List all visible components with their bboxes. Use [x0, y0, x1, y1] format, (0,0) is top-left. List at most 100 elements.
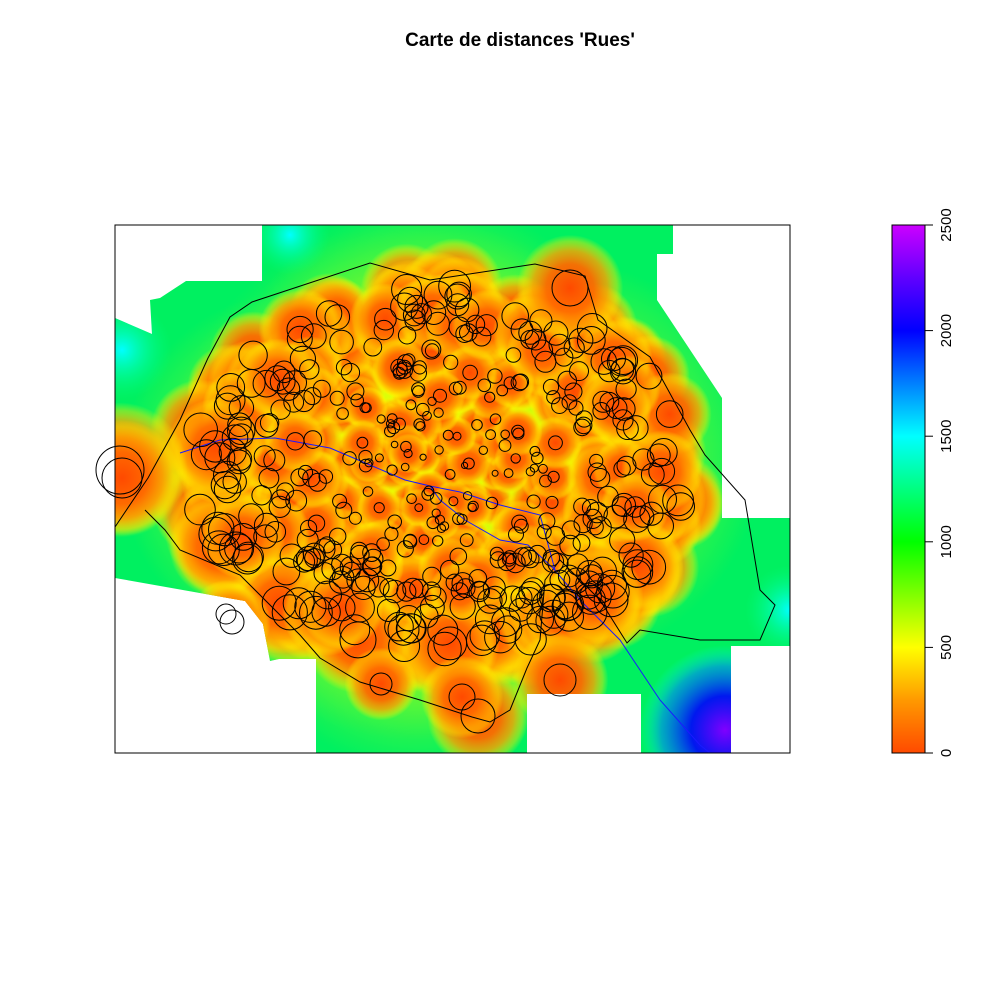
street-point-marker — [640, 462, 665, 487]
street-point-marker — [572, 534, 591, 552]
street-point-marker — [335, 359, 353, 376]
street-point-marker — [498, 439, 512, 452]
street-point-marker — [264, 521, 287, 543]
street-point-marker — [557, 370, 578, 391]
street-point-marker — [418, 534, 430, 546]
street-point-marker — [101, 457, 143, 499]
street-point-marker — [421, 487, 435, 501]
street-point-marker — [374, 307, 397, 331]
heat-far-zone — [745, 565, 790, 655]
street-point-marker — [339, 556, 362, 579]
street-point-marker — [445, 573, 464, 592]
heat-spot — [420, 655, 504, 739]
street-point-marker — [294, 590, 327, 623]
street-point-marker — [324, 304, 351, 330]
street-point-marker — [579, 564, 604, 589]
street-point-marker — [547, 470, 560, 483]
street-point-marker — [406, 493, 417, 505]
street-point-marker — [449, 593, 476, 620]
street-point-marker — [276, 482, 295, 501]
street-point-marker — [318, 536, 336, 554]
street-point-marker — [421, 300, 447, 326]
street-point-marker — [384, 611, 414, 642]
street-point-marker — [450, 582, 469, 601]
street-point-marker — [432, 535, 444, 547]
street-point-marker — [573, 514, 593, 534]
street-point-marker — [400, 462, 410, 472]
street-point-marker — [358, 449, 373, 465]
street-point-marker — [384, 526, 399, 542]
street-point-marker — [590, 348, 618, 375]
street-point-marker — [227, 416, 256, 445]
street-point-marker — [219, 609, 245, 635]
street-point-marker — [312, 379, 331, 398]
street-point-marker — [395, 361, 413, 379]
street-point-marker — [615, 378, 637, 400]
map-title: Carte de distances 'Rues' — [405, 30, 635, 51]
street-point-marker — [339, 621, 377, 659]
street-point-marker — [282, 370, 308, 396]
street-point-marker — [449, 547, 468, 566]
street-point-marker — [336, 407, 349, 420]
street-point-marker — [348, 511, 362, 525]
street-point-marker — [474, 604, 505, 635]
street-point-marker — [299, 359, 320, 380]
street-point-marker — [307, 514, 326, 532]
boundary-layer — [114, 262, 776, 754]
street-point-marker — [229, 523, 258, 551]
street-point-marker — [190, 439, 222, 471]
street-point-marker — [413, 603, 439, 629]
legend-tick-label: 0 — [938, 749, 955, 757]
street-point-marker — [296, 528, 319, 551]
street-point-marker — [568, 327, 594, 353]
street-point-marker — [443, 354, 459, 370]
street-point-marker — [542, 378, 560, 396]
street-point-marker — [227, 412, 252, 438]
street-point-marker — [508, 597, 533, 622]
heat-spot — [115, 420, 180, 536]
street-point-marker — [283, 391, 305, 413]
street-point-marker — [329, 527, 347, 545]
street-point-marker — [361, 556, 382, 577]
street-point-marker — [433, 407, 444, 418]
street-point-marker — [263, 449, 286, 472]
street-point-marker — [376, 414, 386, 424]
street-point-marker — [303, 387, 322, 406]
street-point-marker — [433, 388, 447, 403]
street-point-marker — [388, 630, 421, 662]
street-point-marker — [609, 527, 636, 554]
heat-spot — [344, 647, 418, 721]
street-point-marker — [339, 614, 371, 646]
heat-far-zone — [115, 300, 172, 400]
street-point-marker — [512, 373, 530, 391]
street-point-marker — [462, 457, 475, 470]
street-point-marker — [279, 543, 304, 568]
street-point-marker — [623, 559, 652, 588]
street-point-marker — [538, 512, 556, 530]
seine-river-branch — [429, 485, 556, 571]
street-point-marker — [213, 475, 242, 504]
paris-boundary — [114, 262, 776, 723]
street-point-marker — [387, 613, 420, 646]
street-point-marker — [362, 486, 374, 497]
street-point-marker — [512, 547, 533, 567]
distance-raster — [115, 225, 790, 753]
street-point-marker — [532, 589, 561, 619]
street-point-marker — [183, 412, 218, 448]
street-point-marker — [335, 501, 353, 519]
street-point-marker — [459, 323, 478, 342]
street-point-marker — [477, 588, 503, 614]
legend-colorbar — [891, 224, 926, 754]
street-point-marker — [566, 553, 589, 576]
street-point-marker — [184, 493, 216, 526]
street-point-marker — [493, 615, 523, 644]
street-point-marker — [655, 400, 684, 428]
street-point-marker — [546, 390, 561, 405]
street-point-marker — [259, 413, 280, 433]
street-point-marker — [374, 453, 384, 463]
street-point-marker — [349, 544, 370, 565]
street-point-marker — [300, 323, 327, 350]
street-point-marker — [419, 453, 427, 461]
street-point-marker — [471, 419, 483, 431]
street-point-marker — [213, 392, 241, 420]
